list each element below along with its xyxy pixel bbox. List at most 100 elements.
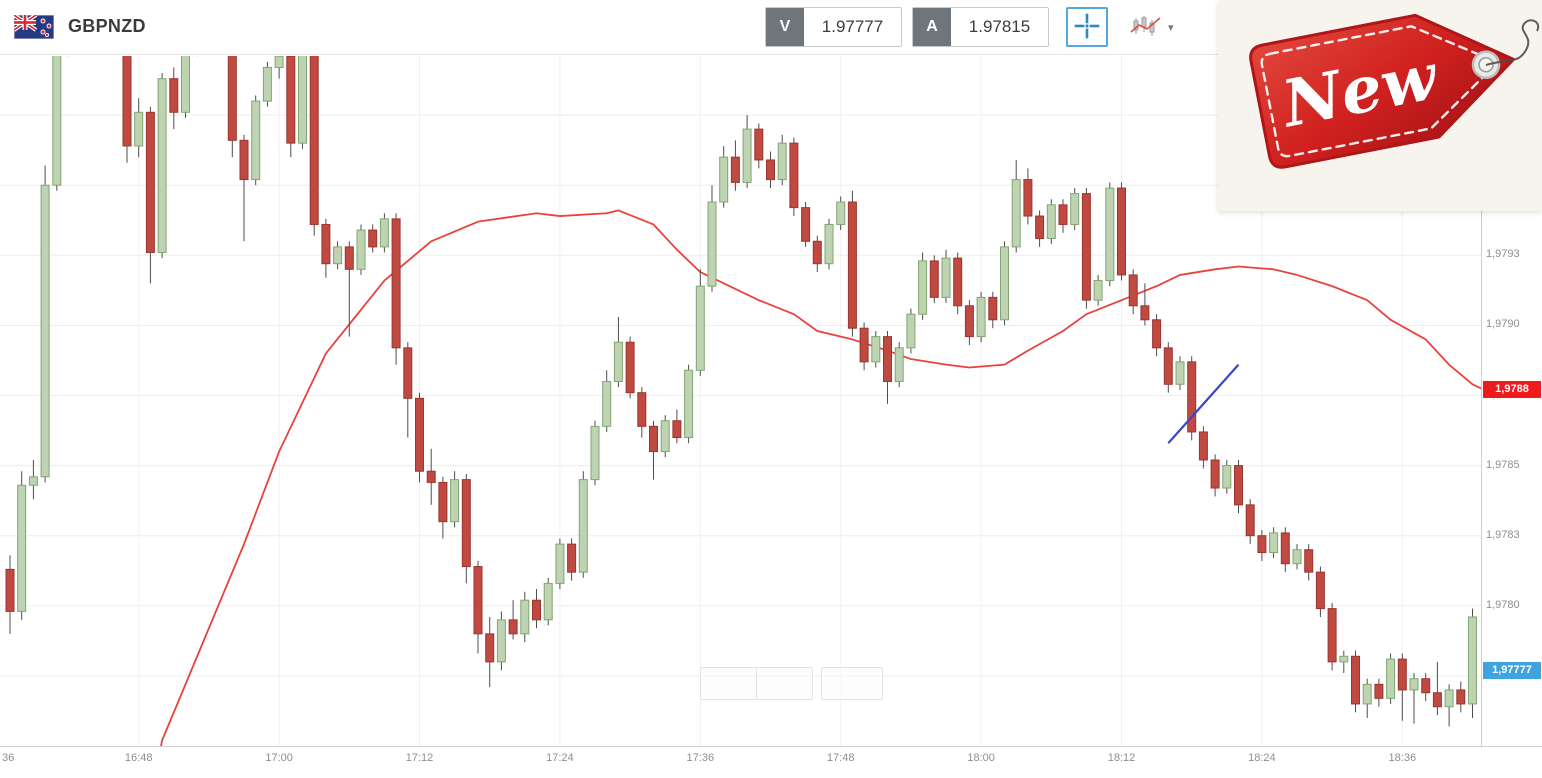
chevron-down-icon: ▾ — [1168, 22, 1174, 34]
candle — [672, 420, 682, 439]
candle — [262, 66, 272, 102]
candle — [695, 285, 705, 371]
plot-layer — [5, 56, 1481, 746]
candle — [754, 128, 764, 161]
candle — [438, 481, 448, 523]
candle — [1421, 678, 1431, 694]
candle — [1035, 215, 1045, 239]
candle — [543, 582, 553, 621]
candle — [227, 56, 237, 141]
candle — [251, 100, 261, 181]
indicator-price-badge: 1,9788 — [1483, 381, 1541, 399]
candle — [1292, 549, 1302, 565]
sell-value: 1.97777 — [821, 17, 884, 36]
candle — [1444, 689, 1454, 708]
candle — [894, 347, 904, 382]
candle — [403, 347, 413, 399]
candle — [134, 111, 144, 147]
candle — [812, 240, 822, 265]
candle — [1280, 532, 1290, 565]
candle — [1339, 655, 1349, 663]
candle — [578, 479, 588, 573]
candle — [274, 56, 284, 68]
candle — [1468, 616, 1477, 705]
candle — [1175, 361, 1185, 385]
candle — [508, 619, 518, 635]
candle — [181, 56, 190, 113]
candle — [871, 336, 881, 363]
price-tag-shape: New — [1249, 13, 1516, 169]
candle — [1432, 692, 1442, 708]
candle — [145, 111, 155, 253]
candle — [789, 142, 799, 209]
candle — [1128, 274, 1138, 307]
candle — [1386, 658, 1396, 699]
candle — [649, 425, 658, 453]
candle — [590, 425, 600, 481]
candle — [730, 156, 740, 183]
candle — [613, 341, 623, 382]
chart-type-dropdown[interactable]: ▾ — [1130, 14, 1174, 43]
candle — [941, 257, 951, 298]
candle — [976, 296, 986, 338]
candle — [964, 305, 974, 338]
buy-label: A — [913, 8, 951, 46]
candle — [684, 369, 694, 439]
chart-bottom-control[interactable] — [821, 667, 883, 700]
candle — [1198, 431, 1208, 461]
candle — [356, 229, 366, 270]
candle — [1046, 204, 1056, 239]
gbpnzd-flag-icon — [12, 13, 55, 40]
candle — [1315, 571, 1325, 610]
candle — [906, 313, 916, 349]
candle — [1304, 549, 1314, 573]
candle — [309, 56, 319, 225]
candle — [660, 420, 670, 453]
candle — [5, 568, 15, 612]
candle — [766, 159, 775, 181]
candle — [496, 619, 506, 663]
grid-layer — [0, 56, 1481, 746]
candle — [1081, 193, 1091, 301]
candle — [707, 201, 717, 287]
candle — [333, 246, 343, 265]
symbol-title: GBPNZD — [68, 16, 146, 36]
candle — [836, 201, 846, 225]
candle — [40, 184, 50, 478]
sell-label: V — [766, 8, 804, 46]
candle — [239, 139, 249, 181]
candle — [368, 229, 378, 248]
chart-bottom-control[interactable] — [756, 667, 813, 700]
candle — [1000, 246, 1009, 321]
candle — [567, 543, 577, 573]
candle — [929, 260, 939, 298]
candle — [485, 633, 495, 663]
candle — [719, 156, 729, 203]
candle — [742, 128, 752, 183]
candle — [473, 566, 483, 635]
candle — [1269, 532, 1279, 554]
candle — [988, 296, 998, 321]
candle — [17, 484, 27, 612]
candle — [1140, 305, 1150, 321]
candle — [1374, 683, 1384, 699]
candle — [1058, 204, 1068, 225]
ma-line — [160, 209, 1481, 746]
candle — [1163, 347, 1173, 385]
crosshair-button[interactable] — [1066, 7, 1108, 47]
candle — [801, 207, 811, 242]
chart-bottom-control[interactable] — [700, 667, 757, 700]
candle — [555, 543, 565, 584]
candle — [52, 56, 62, 186]
candle — [847, 201, 857, 329]
candle — [426, 470, 436, 483]
candle — [1011, 179, 1021, 248]
buy-quote-button[interactable]: A 1.97815 — [912, 7, 1049, 47]
candle — [1093, 280, 1103, 301]
candle — [1152, 319, 1162, 349]
sell-quote-button[interactable]: V 1.97777 — [765, 7, 902, 47]
candle — [1362, 683, 1372, 705]
sell-price-badge: 1,97777 — [1483, 661, 1541, 679]
candle — [1117, 187, 1126, 276]
